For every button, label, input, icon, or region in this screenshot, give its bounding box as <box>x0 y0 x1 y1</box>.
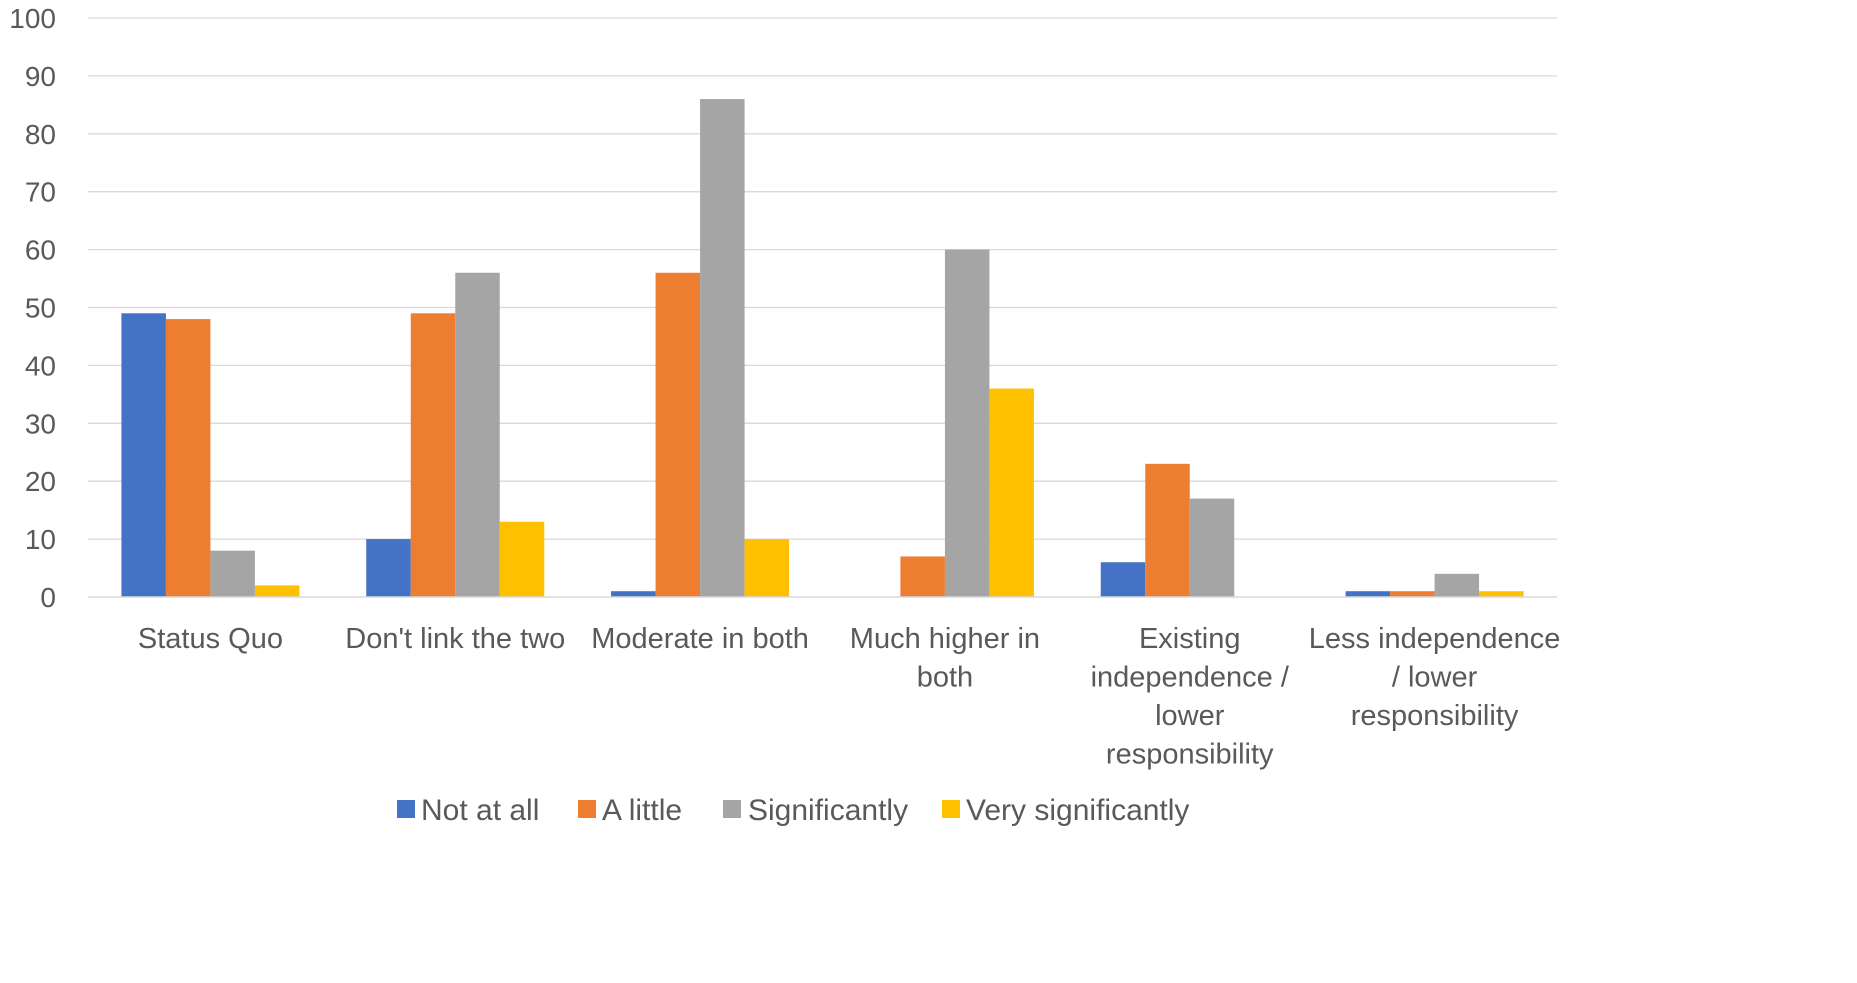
bar <box>1390 591 1435 597</box>
bar <box>410 313 456 597</box>
bar <box>210 550 255 597</box>
bar <box>655 272 701 597</box>
bar <box>989 388 1034 597</box>
bar <box>455 272 500 597</box>
legend-swatch <box>723 800 741 818</box>
bar <box>900 556 945 597</box>
gridlines <box>88 17 1557 540</box>
legend-label: Significantly <box>748 794 908 827</box>
legend-swatch <box>397 800 415 818</box>
bar <box>1479 591 1524 597</box>
legend-swatch <box>942 800 960 818</box>
y-axis-tick-labels: 0 10 20 30 40 50 60 70 80 90 100 <box>9 3 56 613</box>
x-category-label: Existing independence / lower responsibilit… <box>1091 623 1290 771</box>
bar <box>366 539 411 597</box>
bar <box>165 319 211 597</box>
x-category-label: Don't link the two <box>345 623 565 655</box>
bars <box>121 99 1524 597</box>
y-tick-label: 20 <box>25 466 56 497</box>
x-category-label: Less independence / lower responsibility <box>1309 623 1561 732</box>
y-tick-label: 80 <box>25 119 56 150</box>
bar <box>1434 573 1480 597</box>
bar <box>1345 591 1391 597</box>
y-tick-label: 100 <box>9 3 56 34</box>
bar <box>499 521 545 597</box>
y-tick-label: 30 <box>25 408 56 439</box>
bar <box>611 591 656 597</box>
bar <box>121 313 166 597</box>
bar <box>1145 463 1190 597</box>
x-category-label: Much higher in both <box>850 623 1040 694</box>
bar <box>744 539 790 597</box>
x-category-label: Status Quo <box>138 623 283 655</box>
bar <box>1189 498 1235 597</box>
legend: Not at all A little Significantly Very sign… <box>397 794 1189 827</box>
y-tick-label: 50 <box>25 293 56 324</box>
x-axis-category-labels: Status Quo Don't link the two Moderate in … <box>138 623 1560 771</box>
x-category-label: Moderate in both <box>591 623 809 655</box>
bar <box>1100 562 1146 597</box>
y-tick-label: 0 <box>40 582 56 613</box>
legend-label: Very significantly <box>966 794 1189 827</box>
legend-swatch <box>578 800 596 818</box>
y-tick-label: 10 <box>25 524 56 555</box>
legend-label: A little <box>602 794 682 827</box>
bar <box>700 99 745 597</box>
bar <box>944 249 990 597</box>
y-tick-label: 70 <box>25 177 56 208</box>
bar <box>254 585 300 597</box>
y-tick-label: 90 <box>25 61 56 92</box>
legend-label: Not at all <box>421 794 539 827</box>
y-tick-label: 40 <box>25 350 56 381</box>
y-tick-label: 60 <box>25 235 56 266</box>
